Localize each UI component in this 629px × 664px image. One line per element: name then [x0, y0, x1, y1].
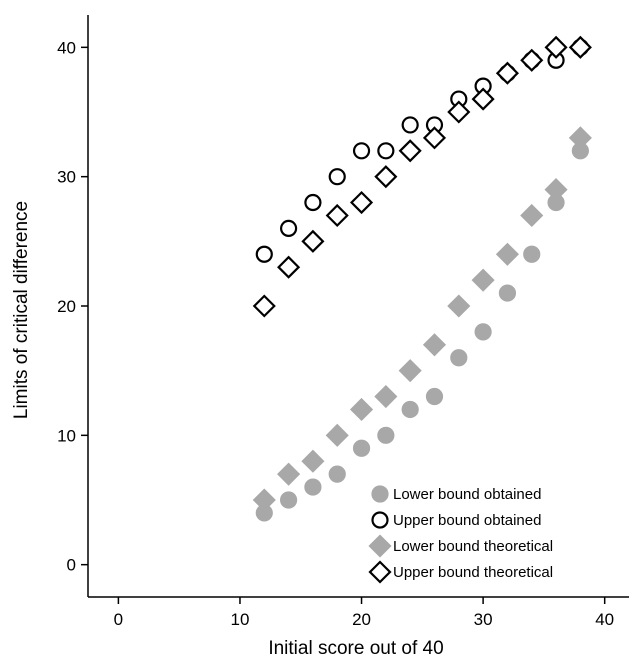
data-point: [301, 449, 325, 473]
data-point: [352, 142, 371, 160]
data-point: [401, 116, 419, 134]
data-point: [450, 349, 468, 367]
data-point: [377, 426, 395, 444]
legend-marker: [368, 560, 392, 584]
data-point: [447, 294, 471, 318]
x-axis-title: Initial score out of 40: [268, 638, 443, 659]
x-tick-label: 40: [595, 610, 614, 629]
data-point: [377, 142, 395, 160]
data-point: [349, 190, 374, 215]
series-3: [252, 126, 592, 512]
y-tick-label: 40: [57, 38, 76, 57]
data-point: [495, 61, 519, 85]
data-point: [471, 87, 495, 111]
x-tick-label: 0: [114, 610, 123, 629]
data-points: [252, 35, 592, 522]
data-point: [325, 423, 349, 447]
y-tick-label: 0: [67, 556, 76, 575]
legend-marker: [371, 485, 389, 503]
data-point: [544, 178, 568, 202]
legend-marker: [368, 534, 392, 558]
data-point: [304, 193, 322, 212]
x-tick-label: 30: [474, 610, 493, 629]
data-point: [252, 294, 276, 318]
legend-label: Lower bound theoretical: [393, 538, 553, 555]
legend-label: Upper bound obtained: [393, 512, 541, 529]
data-point: [328, 465, 346, 483]
data-point: [301, 229, 325, 253]
ticks: 0 10 20 30 40 0 10 20 30 40: [57, 38, 614, 629]
x-tick-label: 20: [352, 610, 371, 629]
legend-marker: [371, 511, 389, 529]
data-point: [277, 255, 301, 279]
data-point: [447, 100, 471, 124]
series-4: [252, 35, 592, 318]
data-point: [252, 488, 276, 512]
data-point: [374, 384, 398, 409]
data-point: [425, 387, 444, 406]
data-point: [520, 48, 544, 72]
data-point: [398, 359, 422, 383]
data-point: [277, 462, 301, 486]
data-point: [471, 268, 495, 292]
data-point: [255, 245, 273, 263]
data-point: [422, 126, 447, 150]
y-tick-label: 20: [57, 297, 76, 316]
data-point: [401, 400, 419, 419]
x-tick-label: 10: [231, 610, 250, 629]
data-point: [568, 35, 592, 59]
data-point: [279, 491, 298, 509]
legend-label: Lower bound obtained: [393, 486, 541, 503]
y-tick-label: 10: [57, 426, 76, 445]
data-point: [498, 284, 517, 302]
data-point: [474, 323, 492, 341]
y-axis-title: Limits of critical difference: [11, 201, 32, 419]
series-2: [255, 38, 589, 263]
data-point: [398, 139, 422, 163]
data-point: [352, 439, 371, 457]
data-point: [304, 478, 322, 496]
series-1: [255, 142, 589, 522]
legend: Lower bound obtained Upper bound obtained…: [368, 485, 553, 584]
legend-label: Upper bound theoretical: [393, 564, 553, 581]
data-point: [568, 126, 592, 150]
data-point: [349, 397, 374, 422]
data-point: [279, 219, 298, 237]
data-point: [544, 35, 568, 59]
data-point: [520, 203, 544, 228]
data-point: [325, 203, 349, 228]
data-point: [374, 165, 398, 189]
axes: [87, 15, 629, 598]
data-point: [495, 242, 519, 266]
data-point: [328, 168, 346, 186]
data-point: [422, 333, 447, 357]
y-tick-label: 30: [57, 168, 76, 187]
data-point: [523, 245, 541, 263]
